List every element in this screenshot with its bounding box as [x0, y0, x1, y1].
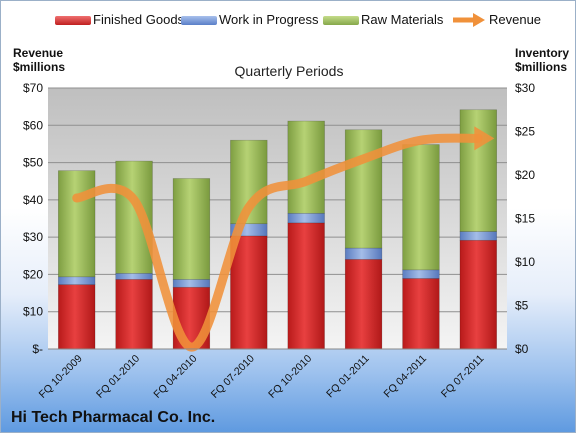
right-tick-label: $5	[515, 299, 529, 313]
bar-raw-materials	[344, 129, 383, 249]
bar-raw-materials	[172, 178, 211, 280]
bar-finished-goods	[344, 259, 383, 350]
left-tick-label: $30	[23, 230, 43, 244]
bar-work-in-progress	[459, 231, 497, 241]
bar-finished-goods	[230, 235, 268, 350]
legend-label-work-in-progress: Work in Progress	[219, 12, 319, 27]
x-tick-label: FQ 04-2010	[151, 353, 199, 401]
x-tick-label: FQ 07-2010	[209, 353, 257, 401]
left-tick-label: $50	[23, 156, 43, 170]
bar-finished-goods	[115, 279, 153, 350]
bar-work-in-progress	[344, 247, 383, 260]
left-axis-title: Revenue $millions	[13, 46, 65, 74]
left-axis-title-line-1: Revenue	[13, 46, 64, 60]
x-tick-label: FQ 07-2011	[439, 353, 487, 401]
bar-work-in-progress	[115, 273, 153, 280]
right-tick-label: $30	[515, 81, 535, 95]
bar-raw-materials	[287, 120, 325, 214]
left-tick-label: $-	[32, 342, 43, 356]
revenue-line	[72, 133, 483, 352]
right-axis-title: Inventory $millions	[515, 46, 569, 74]
company-name: Hi Tech Pharmacal Co. Inc.	[11, 409, 216, 426]
right-tick-label: $10	[515, 255, 535, 269]
x-tick-label: FQ 10-2010	[266, 353, 314, 401]
legend-label-revenue: Revenue	[489, 12, 542, 27]
legend-swatch-raw-materials	[323, 16, 359, 25]
legend-label-finished-goods: Finished Goods	[93, 12, 185, 27]
revenue-arrowhead	[474, 126, 495, 151]
bar-finished-goods	[58, 284, 96, 350]
bar-work-in-progress	[172, 279, 211, 288]
x-tick-label: FQ 04-2011	[381, 353, 429, 401]
chart-legend: Finished Goods Work in Progress Raw Mate…	[1, 11, 576, 35]
x-tick-label: FQ 10-2009	[37, 353, 85, 401]
bar-work-in-progress	[287, 212, 325, 224]
left-tick-label: $40	[23, 193, 43, 207]
bar-finished-goods	[402, 278, 440, 350]
bar-raw-materials	[402, 144, 440, 271]
left-tick-label: $10	[23, 305, 43, 319]
bar-finished-goods	[459, 239, 497, 350]
legend-swatch-work-in-progress	[181, 16, 217, 25]
left-axis-title-line-2: $millions	[13, 60, 66, 74]
legend-label-raw-materials: Raw Materials	[361, 12, 444, 27]
right-tick-label: $15	[515, 212, 535, 226]
x-tick-label: FQ 01-2010	[94, 353, 142, 401]
right-tick-label: $25	[515, 125, 535, 139]
legend-swatch-finished-goods	[55, 16, 91, 25]
legend-arrow-revenue	[453, 13, 485, 27]
bar-work-in-progress	[58, 276, 96, 285]
chart-title: Quarterly Periods	[234, 63, 344, 79]
bar-raw-materials	[58, 170, 96, 278]
right-tick-label: $20	[515, 168, 535, 182]
bar-work-in-progress	[402, 269, 440, 279]
bar-raw-materials	[459, 109, 497, 232]
x-tick-label: FQ 01-2011	[324, 353, 372, 401]
bar-finished-goods	[287, 222, 325, 350]
right-axis-title-line-2: $millions	[515, 60, 568, 74]
left-tick-label: $20	[23, 267, 43, 281]
right-axis-title-line-1: Inventory	[515, 46, 570, 60]
left-tick-label: $70	[23, 81, 43, 95]
right-tick-label: $0	[515, 342, 529, 356]
left-tick-label: $60	[23, 118, 43, 132]
